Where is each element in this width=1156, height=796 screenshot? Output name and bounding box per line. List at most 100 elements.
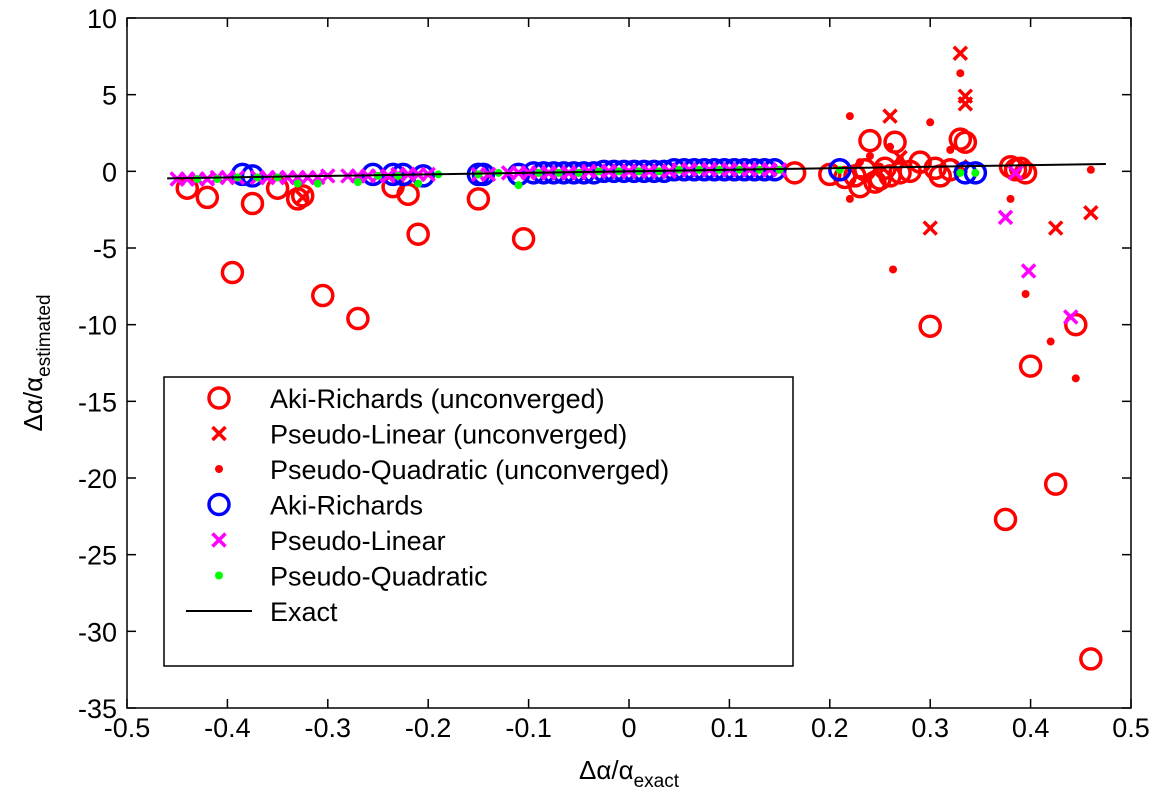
- point-pseudo-quadratic-9: [394, 171, 403, 180]
- point-aki-richards-unconverged-3: [240, 191, 265, 216]
- point-pseudo-quadratic-unconverged-14: [1086, 165, 1095, 174]
- point-pseudo-quadratic-unconverged-7: [926, 118, 935, 127]
- x-tick-label-7: 0.2: [811, 713, 849, 743]
- point-aki-richards-unconverged-11: [406, 222, 430, 246]
- x-tick-label-1: -0.4: [204, 713, 251, 743]
- point-pseudo-linear-55-stroke-b: [1007, 165, 1024, 181]
- series-pseudo-quadratic-unconverged: [845, 69, 1095, 383]
- x-tick-label-2: -0.3: [305, 713, 352, 743]
- legend-label-aki-richards-unconverged: Aki-Richards (unconverged): [270, 384, 605, 414]
- legend-label-pseudo-quadratic: Pseudo-Quadratic: [270, 562, 488, 592]
- legend-marker-pseudo-quadratic-unconverged: [215, 465, 223, 473]
- x-tick-label-0: -0.5: [104, 713, 151, 743]
- point-aki-richards-unconverged-8: [346, 306, 370, 331]
- series-aki-richards-unconverged: [175, 127, 1103, 671]
- y-tick-label-9: -35: [78, 694, 117, 724]
- point-aki-richards-unconverged-6: [290, 184, 315, 208]
- y-tick-label-1: 5: [102, 81, 117, 111]
- point-pseudo-quadratic-30: [971, 168, 980, 177]
- legend-label-exact: Exact: [270, 597, 338, 627]
- point-pseudo-linear-54-stroke-b: [997, 209, 1014, 226]
- point-pseudo-linear-57: [1063, 309, 1079, 325]
- point-pseudo-linear-unconverged-6: [1047, 220, 1064, 236]
- legend-entry-pseudo-quadratic-unconverged: Pseudo-Quadratic (unconverged): [215, 455, 669, 485]
- y-tick-label-2: 0: [102, 157, 117, 187]
- y-tick-label-4: -10: [78, 311, 117, 341]
- point-pseudo-quadratic-14: [514, 181, 523, 190]
- point-pseudo-quadratic-7: [353, 178, 362, 187]
- legend-marker-pseudo-linear-unconverged-stroke-b: [211, 425, 227, 442]
- point-pseudo-linear-unconverged-3-stroke-b: [952, 45, 969, 62]
- x-tick-label-9: 0.4: [1012, 713, 1050, 743]
- point-pseudo-quadratic-10: [414, 179, 423, 188]
- point-pseudo-linear-unconverged-2-stroke-b: [922, 220, 938, 236]
- point-pseudo-linear-unconverged-0: [294, 189, 311, 206]
- point-pseudo-linear-57-stroke-b: [1063, 309, 1079, 325]
- point-pseudo-linear-unconverged-2: [922, 220, 938, 236]
- y-axis-label: Δα/αestimated: [18, 294, 55, 431]
- point-aki-richards-36: [963, 161, 988, 185]
- point-pseudo-quadratic-unconverged-2: [855, 158, 864, 167]
- point-pseudo-quadratic-unconverged-13: [1071, 374, 1080, 383]
- point-pseudo-quadratic-unconverged-9: [946, 145, 955, 154]
- point-pseudo-quadratic-unconverged-3: [865, 152, 874, 160]
- point-pseudo-quadratic-5: [293, 179, 302, 188]
- legend-marker-aki-richards-unconverged: [207, 386, 231, 410]
- legend-label-pseudo-quadratic-unconverged: Pseudo-Quadratic (unconverged): [270, 455, 669, 485]
- point-pseudo-quadratic-unconverged-5: [889, 265, 898, 274]
- x-tick-label-4: -0.1: [505, 713, 552, 743]
- point-pseudo-quadratic-unconverged-1: [845, 194, 854, 203]
- legend: Aki-Richards (unconverged) Pseudo-Linear …: [163, 376, 794, 667]
- point-aki-richards-unconverged-7: [311, 283, 335, 308]
- point-pseudo-quadratic-unconverged-12: [1046, 337, 1055, 346]
- point-aki-richards-unconverged-34: [953, 130, 978, 154]
- point-pseudo-linear-unconverged-7-stroke-b: [1083, 204, 1099, 221]
- point-aki-richards-unconverged-29: [918, 314, 942, 338]
- point-aki-richards-unconverged-35: [993, 507, 1018, 532]
- x-tick-label-5: 0: [621, 713, 636, 743]
- point-aki-richards-unconverged-13: [511, 227, 536, 251]
- legend-marker-pseudo-quadratic: [215, 571, 223, 580]
- point-pseudo-linear-unconverged-5-stroke-b: [957, 88, 974, 104]
- y-tick-label-3: -5: [93, 234, 117, 264]
- point-pseudo-quadratic-1: [213, 175, 222, 183]
- legend-items: Aki-Richards (unconverged) Pseudo-Linear …: [186, 384, 669, 627]
- x-tick-label-10: 0.5: [1112, 713, 1150, 743]
- point-pseudo-linear-unconverged-5: [957, 88, 974, 104]
- legend-marker-pseudo-linear: [211, 532, 227, 548]
- legend-entry-pseudo-linear: Pseudo-Linear: [211, 526, 446, 556]
- y-tick-label-8: -30: [78, 617, 117, 647]
- point-pseudo-linear-unconverged-0-stroke-b: [294, 189, 311, 206]
- point-pseudo-linear-unconverged-6-stroke-b: [1047, 220, 1064, 236]
- point-aki-richards-unconverged-28: [908, 150, 932, 174]
- exact-line: [167, 163, 1106, 180]
- point-pseudo-linear-55: [1007, 165, 1024, 181]
- y-tick-label-5: -15: [78, 387, 117, 417]
- x-axis-label: Δα/αexact: [579, 755, 680, 792]
- x-tick-label-6: 0.1: [711, 713, 749, 743]
- point-aki-richards-unconverged-20: [858, 128, 882, 153]
- point-pseudo-linear-56-stroke-b: [1020, 263, 1037, 279]
- point-aki-richards-5: [411, 164, 435, 188]
- point-aki-richards-unconverged-40: [1018, 354, 1043, 378]
- series-exact: [167, 163, 1106, 180]
- point-pseudo-linear-unconverged-3: [952, 45, 969, 62]
- point-pseudo-linear-unconverged-1: [882, 108, 898, 124]
- point-pseudo-quadratic-6: [313, 179, 322, 188]
- legend-entry-aki-richards-unconverged: Aki-Richards (unconverged): [207, 384, 605, 414]
- point-pseudo-quadratic-28: [835, 165, 844, 174]
- point-aki-richards-34: [828, 158, 852, 182]
- point-aki-richards-unconverged-2: [220, 260, 245, 285]
- point-pseudo-linear-54: [997, 209, 1014, 226]
- y-tick-label-0: 10: [87, 4, 117, 34]
- legend-entry-pseudo-quadratic: Pseudo-Quadratic: [215, 562, 488, 592]
- point-aki-richards-unconverged-41: [1043, 472, 1068, 496]
- legend-label-aki-richards: Aki-Richards: [270, 491, 423, 521]
- y-tick-label-6: -20: [78, 464, 117, 494]
- point-pseudo-quadratic-29: [956, 168, 965, 177]
- point-pseudo-quadratic-unconverged-11: [1021, 290, 1030, 298]
- point-pseudo-quadratic-unconverged-10: [1006, 194, 1015, 203]
- point-aki-richards-unconverged-1: [195, 185, 220, 210]
- x-tick-label-3: -0.2: [405, 713, 452, 743]
